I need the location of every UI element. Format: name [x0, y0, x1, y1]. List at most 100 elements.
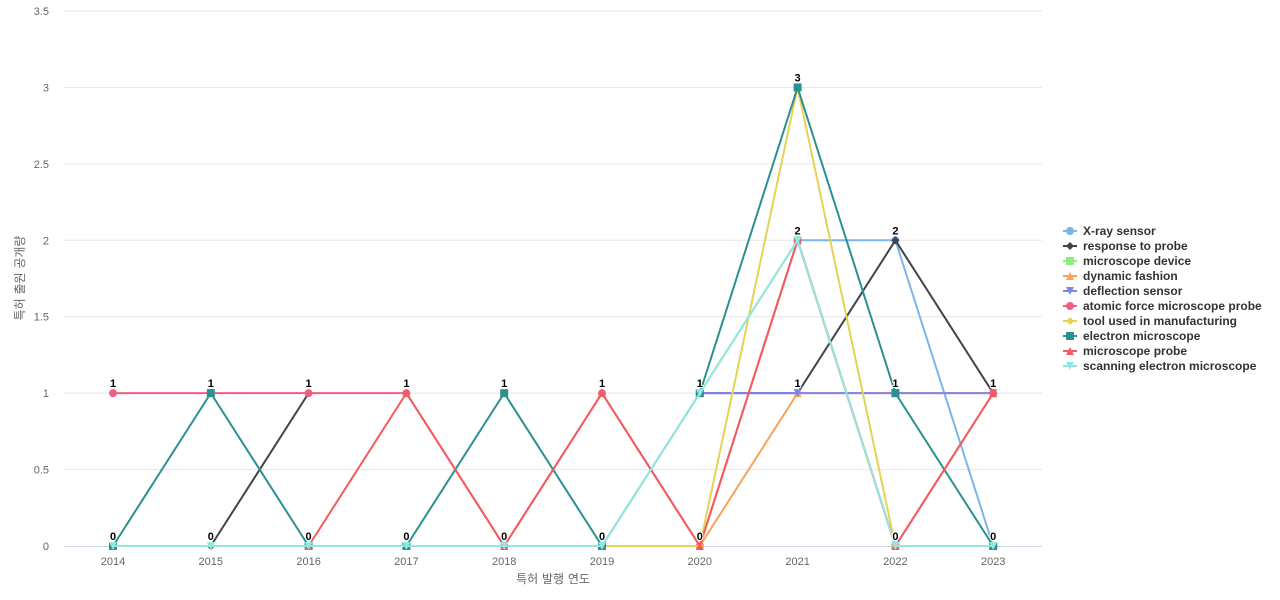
legend-label: scanning electron microscope: [1083, 359, 1257, 373]
data-label: 1: [697, 378, 703, 390]
data-point: [1066, 272, 1074, 280]
data-point: [1066, 287, 1074, 295]
data-point: [891, 389, 900, 398]
data-point: [402, 542, 411, 550]
data-point: [206, 389, 215, 398]
data-label: 1: [892, 378, 898, 390]
series-lines: [109, 83, 998, 550]
data-point: [695, 389, 704, 398]
legend-label: atomic force microscope probe: [1083, 299, 1262, 313]
legend-item: dynamic fashion: [1063, 269, 1178, 283]
legend-item: electron microscope: [1063, 329, 1201, 343]
x-tick-label: 2014: [101, 556, 125, 568]
y-tick-label: 0.5: [34, 465, 49, 477]
data-point: [1066, 362, 1074, 370]
series-line: [112, 239, 995, 547]
data-point: [500, 542, 509, 550]
series-group: [109, 236, 998, 550]
y-tick-label: 2: [43, 235, 49, 247]
x-tick-label: 2021: [785, 556, 809, 568]
x-tick-label: 2022: [883, 556, 907, 568]
data-label: 1: [599, 378, 605, 390]
legend-label: X-ray sensor: [1083, 224, 1156, 238]
legend-item: tool used in manufacturing: [1063, 314, 1237, 328]
data-point: [304, 389, 313, 398]
data-point: [402, 389, 411, 398]
data-labels: 0 1 0 1 0 1 0 1 0 1 0 1 0 1 2 1 3 0 1 2 0 1: [109, 71, 997, 544]
data-label: 0: [501, 531, 507, 543]
y-tick-label: 1: [43, 388, 49, 400]
data-point: [1066, 332, 1074, 340]
data-point: [598, 542, 606, 550]
y-axis-title: 특허 출원 공개량: [13, 236, 27, 321]
data-point: [989, 389, 998, 398]
data-point: [1066, 242, 1074, 250]
x-tick-label: 2018: [492, 556, 516, 568]
y-tick-label: 3: [43, 82, 49, 94]
data-label: 0: [306, 531, 312, 543]
data-point: [304, 542, 313, 550]
data-point: [1066, 257, 1074, 265]
y-tick-label: 3.5: [34, 6, 49, 18]
data-label: 0: [697, 531, 703, 543]
legend-item: scanning electron microscope: [1063, 359, 1257, 373]
data-label: 0: [403, 531, 409, 543]
legend-label: microscope device: [1083, 254, 1191, 268]
legend-item: response to probe: [1063, 239, 1188, 253]
data-point: [793, 389, 802, 398]
data-label: 0: [208, 531, 214, 543]
data-label: 1: [795, 378, 801, 390]
data-point: [891, 542, 900, 550]
data-point: [695, 542, 704, 550]
data-point: [1066, 317, 1074, 325]
data-label: 1: [501, 378, 507, 390]
axes: 0 0.5 1 1.5 2 2.5 3 3.5 2014 2015 2016 2017 2018 2019…: [34, 6, 1042, 568]
data-label: 2: [795, 225, 801, 237]
data-point: [989, 542, 998, 550]
data-point: [109, 542, 117, 550]
legend-item: deflection sensor: [1063, 284, 1183, 298]
legend-label: microscope probe: [1083, 344, 1187, 358]
y-tick-label: 0: [43, 541, 49, 553]
data-point: [598, 389, 606, 398]
x-tick-label: 2023: [981, 556, 1005, 568]
data-point: [1066, 347, 1074, 355]
data-point: [109, 389, 117, 398]
data-label: 0: [599, 531, 605, 543]
data-label: 1: [306, 378, 312, 390]
data-label: 1: [110, 378, 116, 390]
data-label: 3: [795, 72, 801, 84]
data-label: 1: [990, 378, 996, 390]
data-label: 2: [892, 225, 898, 237]
legend-label: dynamic fashion: [1083, 269, 1178, 283]
legend-item: atomic force microscope probe: [1063, 299, 1262, 313]
data-point: [500, 389, 509, 398]
legend-label: tool used in manufacturing: [1083, 314, 1237, 328]
data-point: [206, 542, 215, 550]
x-tick-label: 2019: [590, 556, 614, 568]
legend-item: microscope device: [1063, 254, 1191, 268]
legend-label: response to probe: [1083, 239, 1188, 253]
data-point: [793, 236, 802, 245]
y-tick-label: 2.5: [34, 159, 49, 171]
data-label: 0: [110, 531, 116, 543]
data-point: [1066, 302, 1074, 310]
data-label: 1: [403, 378, 409, 390]
x-axis-title: 특허 발행 연도: [516, 571, 590, 586]
legend-item: X-ray sensor: [1063, 224, 1156, 238]
x-tick-label: 2015: [199, 556, 223, 568]
data-point: [891, 236, 900, 245]
x-tick-label: 2016: [296, 556, 320, 568]
legend-item: microscope probe: [1063, 344, 1187, 358]
y-tick-label: 1.5: [34, 312, 49, 324]
data-label: 0: [892, 531, 898, 543]
legend-label: deflection sensor: [1083, 284, 1183, 298]
data-label: 1: [208, 378, 214, 390]
data-label: 0: [990, 531, 996, 543]
data-point: [793, 83, 802, 92]
data-point: [1066, 227, 1074, 235]
x-tick-label: 2020: [688, 556, 712, 568]
